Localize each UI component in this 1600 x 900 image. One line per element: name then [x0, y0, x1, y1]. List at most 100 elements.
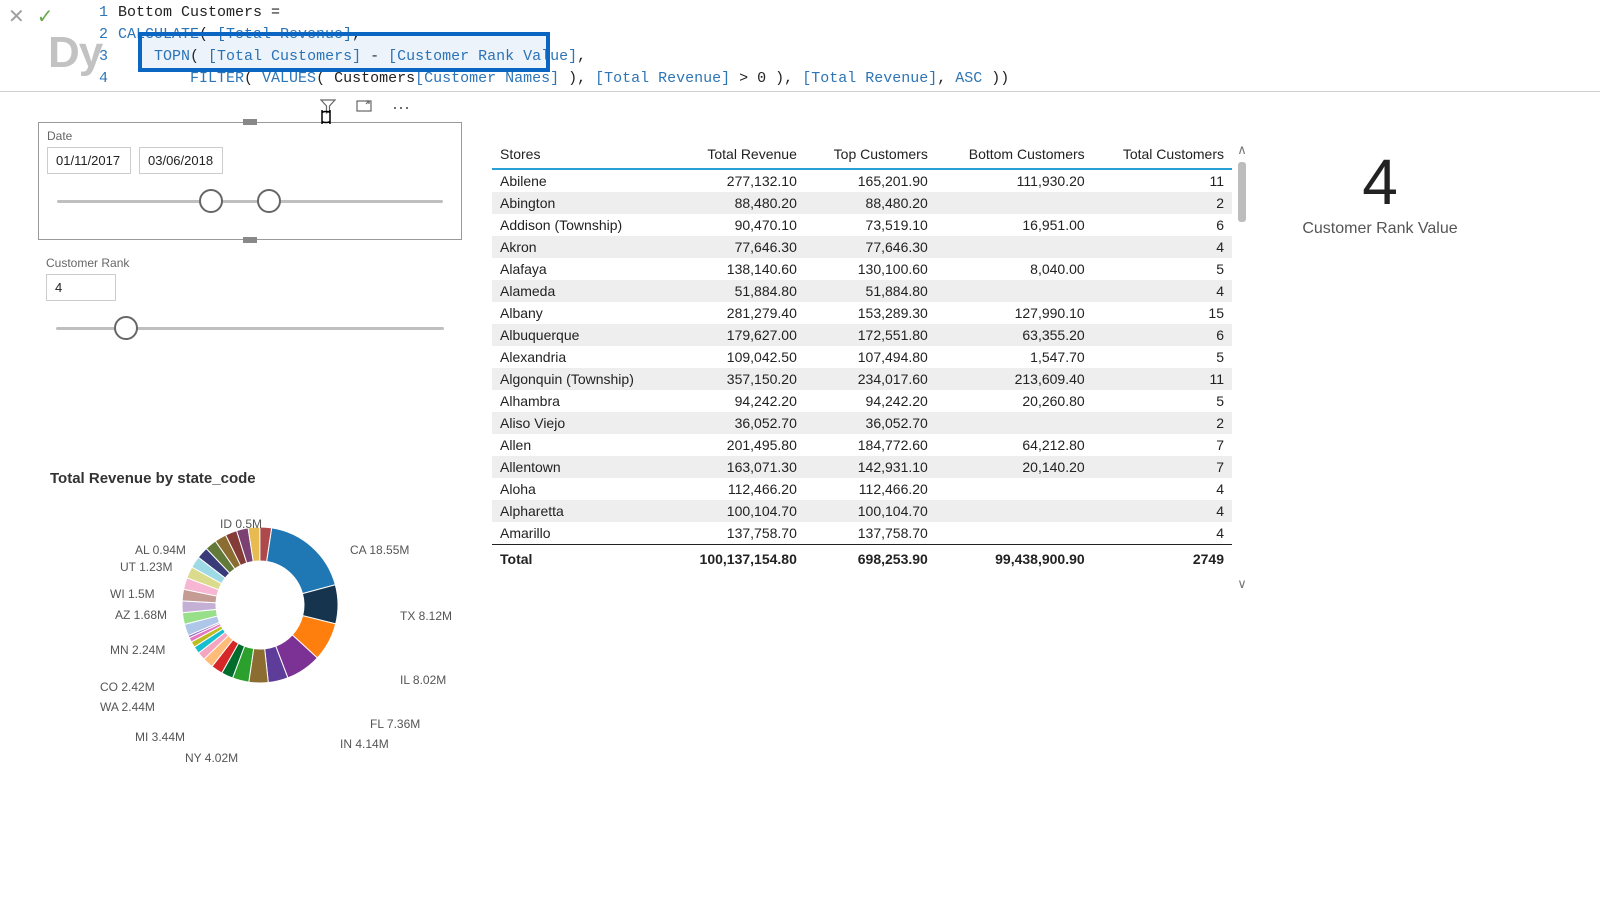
scroll-thumb[interactable] — [1238, 162, 1246, 222]
table-cell: 112,466.20 — [670, 478, 805, 500]
table-cell: 4 — [1093, 478, 1232, 500]
table-row[interactable]: Aliso Viejo36,052.7036,052.702 — [492, 412, 1232, 434]
table-row[interactable]: Alexandria109,042.50107,494.801,547.705 — [492, 346, 1232, 368]
donut-title: Total Revenue by state_code — [50, 470, 470, 487]
table-scrollbar[interactable]: ∧ ∨ — [1234, 142, 1250, 592]
date-slider-handle-end[interactable] — [257, 189, 281, 213]
rank-slider-track[interactable] — [56, 311, 444, 345]
table-cell: 5 — [1093, 390, 1232, 412]
table-body: Abilene277,132.10165,201.90111,930.2011A… — [492, 169, 1232, 545]
table-row[interactable]: Addison (Township)90,470.1073,519.1016,9… — [492, 214, 1232, 236]
scroll-up-icon[interactable]: ∧ — [1237, 142, 1247, 158]
table-row[interactable]: Alameda51,884.8051,884.804 — [492, 280, 1232, 302]
table-row[interactable]: Alafaya138,140.60130,100.608,040.005 — [492, 258, 1232, 280]
table-row[interactable]: Allen201,495.80184,772.6064,212.807 — [492, 434, 1232, 456]
table-cell: Algonquin (Township) — [492, 368, 670, 390]
table-cell: Amarillo — [492, 522, 670, 545]
table-cell: 163,071.30 — [670, 456, 805, 478]
donut-chart[interactable]: Total Revenue by state_code CA 18.55MTX … — [50, 470, 470, 795]
donut-slice-label: AZ 1.68M — [115, 608, 167, 622]
table-header-cell[interactable]: Total Customers — [1093, 140, 1232, 169]
table-cell: Alafaya — [492, 258, 670, 280]
table-cell: 138,140.60 — [670, 258, 805, 280]
table-cell: 77,646.30 — [805, 236, 936, 258]
table-cell: 112,466.20 — [805, 478, 936, 500]
table-total-cell: Total — [492, 545, 670, 574]
customer-rank-card[interactable]: 4 Customer Rank Value — [1280, 150, 1480, 238]
table-cell: Albuquerque — [492, 324, 670, 346]
table-cell: 36,052.70 — [805, 412, 936, 434]
focus-mode-icon[interactable] — [356, 98, 372, 119]
table-cell: 5 — [1093, 346, 1232, 368]
donut-slice-label: MN 2.24M — [110, 643, 165, 657]
stores-table[interactable]: StoresTotal RevenueTop CustomersBottom C… — [492, 140, 1232, 573]
table-cell — [936, 280, 1093, 302]
table-cell: Albany — [492, 302, 670, 324]
table-cell: 153,289.30 — [805, 302, 936, 324]
table-cell: 137,758.70 — [805, 522, 936, 545]
rank-slider-handle[interactable] — [114, 316, 138, 340]
formula-code[interactable]: 1Bottom Customers =2CALCULATE( [Total Re… — [90, 0, 1009, 90]
table-row[interactable]: Albuquerque179,627.00172,551.8063,355.20… — [492, 324, 1232, 346]
table-cell: 4 — [1093, 522, 1232, 545]
table-row[interactable]: Aloha112,466.20112,466.204 — [492, 478, 1232, 500]
donut-slice-label: UT 1.23M — [120, 560, 172, 574]
table-row[interactable]: Abilene277,132.10165,201.90111,930.2011 — [492, 169, 1232, 192]
customer-rank-slicer[interactable]: Customer Rank 4 — [38, 250, 462, 360]
donut-slice-label: AL 0.94M — [135, 543, 186, 557]
table-total-cell: 99,438,900.90 — [936, 545, 1093, 574]
table-cell: 51,884.80 — [805, 280, 936, 302]
table-row[interactable]: Algonquin (Township)357,150.20234,017.60… — [492, 368, 1232, 390]
commit-icon[interactable]: ✓ — [37, 4, 54, 29]
table-row[interactable]: Akron77,646.3077,646.304 — [492, 236, 1232, 258]
table-row[interactable]: Albany281,279.40153,289.30127,990.1015 — [492, 302, 1232, 324]
scroll-down-icon[interactable]: ∨ — [1237, 576, 1247, 592]
table-row[interactable]: Alpharetta100,104.70100,104.704 — [492, 500, 1232, 522]
table-cell: 4 — [1093, 236, 1232, 258]
table-cell: 179,627.00 — [670, 324, 805, 346]
table-header-cell[interactable]: Top Customers — [805, 140, 936, 169]
table-total-cell: 2749 — [1093, 545, 1232, 574]
table-cell: 130,100.60 — [805, 258, 936, 280]
donut-area: CA 18.55MTX 8.12MIL 8.02MFL 7.36MIN 4.14… — [50, 495, 470, 795]
date-slider-track[interactable] — [57, 184, 443, 218]
table-cell: Alpharetta — [492, 500, 670, 522]
table-header-cell[interactable]: Total Revenue — [670, 140, 805, 169]
table-header-cell[interactable]: Stores — [492, 140, 670, 169]
date-end-input[interactable]: 03/06/2018 — [139, 147, 223, 174]
table-row[interactable]: Allentown163,071.30142,931.1020,140.207 — [492, 456, 1232, 478]
date-slicer[interactable]: Date 01/11/2017 03/06/2018 — [38, 122, 462, 240]
table-cell: 51,884.80 — [670, 280, 805, 302]
table-header-row: StoresTotal RevenueTop CustomersBottom C… — [492, 140, 1232, 169]
table-cell — [936, 192, 1093, 214]
table-cell: 277,132.10 — [670, 169, 805, 192]
table-cell: 77,646.30 — [670, 236, 805, 258]
cursor-icon — [316, 108, 336, 137]
table-cell: Abilene — [492, 169, 670, 192]
donut-svg — [170, 515, 350, 695]
table-cell: Alameda — [492, 280, 670, 302]
more-options-icon[interactable]: ⋯ — [392, 98, 412, 119]
table-cell — [936, 522, 1093, 545]
donut-slice-label: MI 3.44M — [135, 730, 185, 744]
table-row[interactable]: Amarillo137,758.70137,758.704 — [492, 522, 1232, 545]
table-cell: 4 — [1093, 500, 1232, 522]
donut-slice-label: WI 1.5M — [110, 587, 155, 601]
date-slicer-title: Date — [47, 129, 453, 143]
cancel-icon[interactable]: ✕ — [8, 4, 25, 29]
date-start-input[interactable]: 01/11/2017 — [47, 147, 131, 174]
table-cell: 94,242.20 — [805, 390, 936, 412]
table-row[interactable]: Alhambra94,242.2094,242.2020,260.805 — [492, 390, 1232, 412]
rank-slicer-title: Customer Rank — [46, 256, 454, 270]
table-header-cell[interactable]: Bottom Customers — [936, 140, 1093, 169]
table-cell: Aliso Viejo — [492, 412, 670, 434]
table-total-cell: 698,253.90 — [805, 545, 936, 574]
table-row[interactable]: Abington88,480.2088,480.202 — [492, 192, 1232, 214]
rank-value-input[interactable]: 4 — [46, 274, 116, 301]
card-label: Customer Rank Value — [1280, 220, 1480, 238]
table-cell: 357,150.20 — [670, 368, 805, 390]
table-cell: Allen — [492, 434, 670, 456]
table-cell: 165,201.90 — [805, 169, 936, 192]
date-slider-handle-start[interactable] — [199, 189, 223, 213]
donut-slice-label: IN 4.14M — [340, 737, 389, 751]
